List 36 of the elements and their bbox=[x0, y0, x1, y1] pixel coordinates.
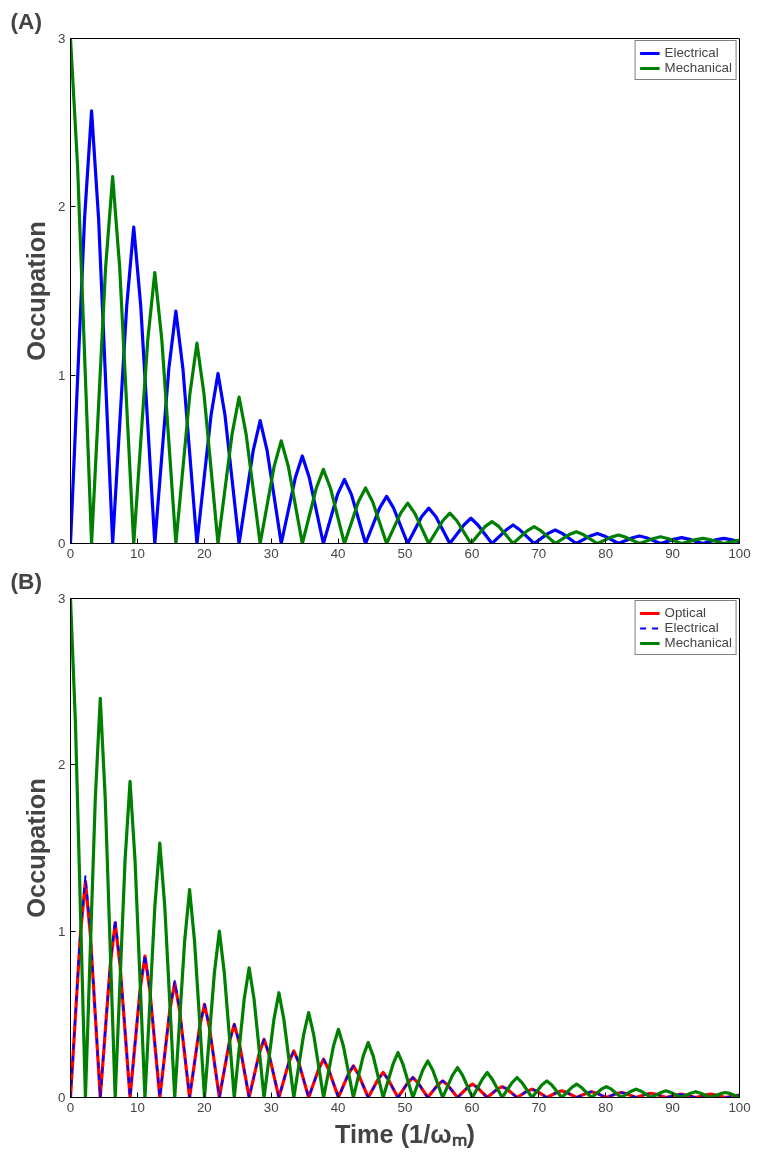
x-tick-label: 40 bbox=[330, 1099, 346, 1115]
x-tick-label: 20 bbox=[196, 1099, 212, 1115]
x-tick-label: 30 bbox=[263, 545, 279, 561]
x-tick-label: 30 bbox=[263, 1099, 279, 1115]
x-tick-label: 70 bbox=[531, 1099, 547, 1115]
x-tick-label: 100 bbox=[728, 1099, 751, 1115]
y-axis-title: Occupation bbox=[22, 221, 51, 361]
legend-label: Mechanical bbox=[664, 635, 732, 650]
x-tick-label: 60 bbox=[464, 545, 480, 561]
y-tick-label: 1 bbox=[58, 367, 66, 383]
x-axis-title: Time (1/ωₘ) bbox=[334, 1119, 476, 1148]
y-axis-title: Occupation bbox=[22, 778, 51, 918]
legend-label: Electrical bbox=[664, 45, 719, 60]
x-tick-label: 90 bbox=[665, 1099, 681, 1115]
y-tick-label: 1 bbox=[58, 923, 66, 939]
chart-title: (B) bbox=[10, 567, 42, 594]
x-tick-label: 70 bbox=[531, 545, 547, 561]
legend-label: Mechanical bbox=[664, 60, 732, 75]
y-tick-label: 2 bbox=[58, 757, 66, 773]
x-tick-label: 90 bbox=[665, 545, 681, 561]
legend-label: Optical bbox=[664, 605, 707, 620]
x-tick-label: 100 bbox=[728, 545, 751, 561]
y-tick-label: 2 bbox=[58, 199, 66, 215]
x-tick-label: 20 bbox=[196, 545, 212, 561]
x-tick-label: 80 bbox=[598, 545, 614, 561]
y-tick-label: 3 bbox=[58, 31, 66, 46]
x-tick-label: 80 bbox=[598, 1099, 614, 1115]
chart-title: (A) bbox=[10, 7, 42, 34]
x-tick-label: 50 bbox=[397, 545, 413, 561]
y-tick-label: 3 bbox=[58, 591, 66, 606]
x-tick-label: 60 bbox=[464, 1099, 480, 1115]
x-tick-label: 50 bbox=[397, 1099, 413, 1115]
x-tick-label: 10 bbox=[129, 545, 145, 561]
x-tick-label: 10 bbox=[129, 1099, 145, 1115]
legend-label: Electrical bbox=[664, 620, 719, 635]
x-tick-label: 40 bbox=[330, 545, 346, 561]
